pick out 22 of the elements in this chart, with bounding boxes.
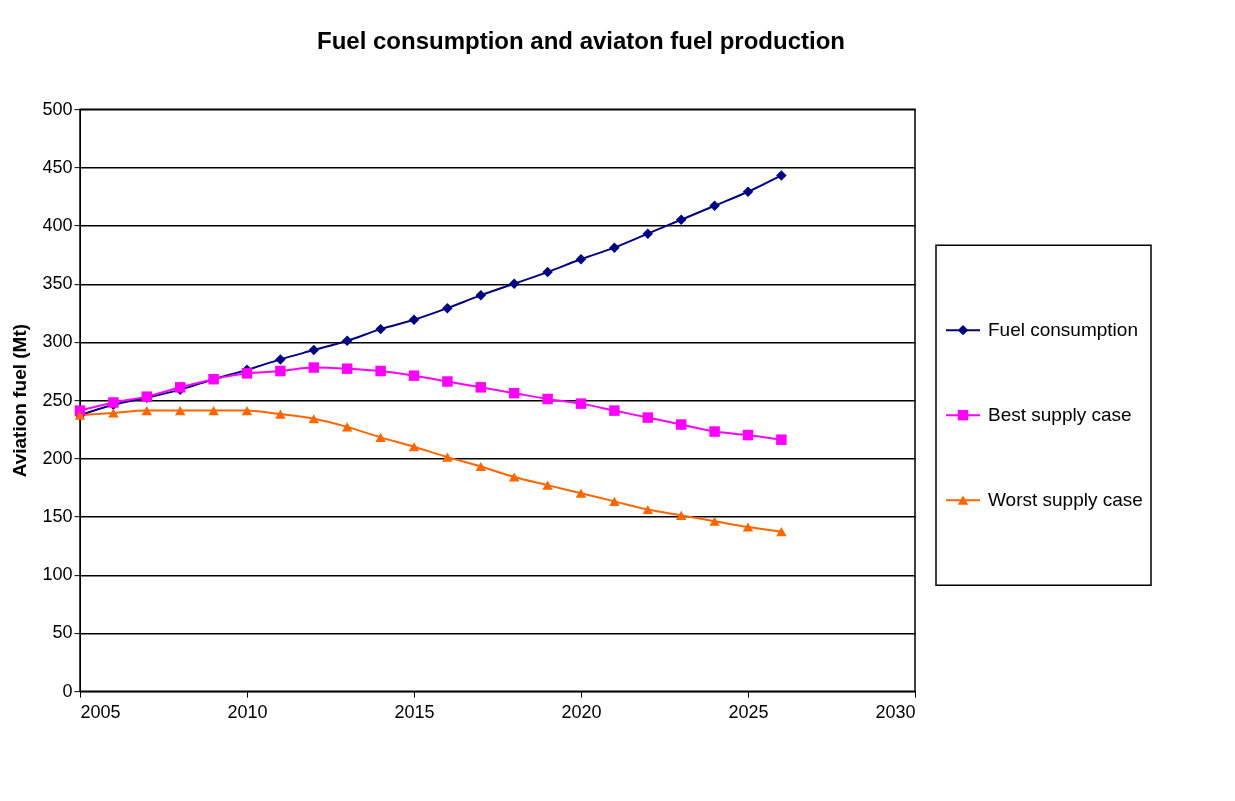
legend-label: Best supply case bbox=[988, 404, 1132, 426]
y-tick-label: 450 bbox=[42, 156, 73, 177]
y-tick-label: 150 bbox=[42, 506, 73, 527]
x-tick-label: 2030 bbox=[875, 701, 916, 722]
y-tick-label: 300 bbox=[42, 331, 73, 352]
y-tick-label: 200 bbox=[42, 447, 73, 468]
y-tick-label: 50 bbox=[52, 622, 73, 643]
y-tick-label: 0 bbox=[62, 680, 73, 701]
y-tick-label: 350 bbox=[42, 273, 73, 294]
y-tick-label: 100 bbox=[42, 564, 73, 585]
y-axis-title: Aviation fuel (Mt) bbox=[9, 323, 31, 478]
y-tick-label: 500 bbox=[42, 98, 73, 119]
legend-label: Worst supply case bbox=[988, 489, 1143, 511]
x-tick-label: 2015 bbox=[394, 701, 435, 722]
legend-label: Fuel consumption bbox=[988, 319, 1138, 341]
x-tick-label: 2010 bbox=[227, 701, 268, 722]
x-tick-label: 2025 bbox=[728, 701, 769, 722]
chart-title: Fuel consumption and aviaton fuel production bbox=[316, 27, 845, 55]
y-tick-label: 250 bbox=[42, 389, 73, 410]
x-tick-label: 2020 bbox=[561, 701, 602, 722]
y-tick-label: 400 bbox=[42, 215, 73, 236]
x-tick-label: 2005 bbox=[80, 701, 121, 722]
